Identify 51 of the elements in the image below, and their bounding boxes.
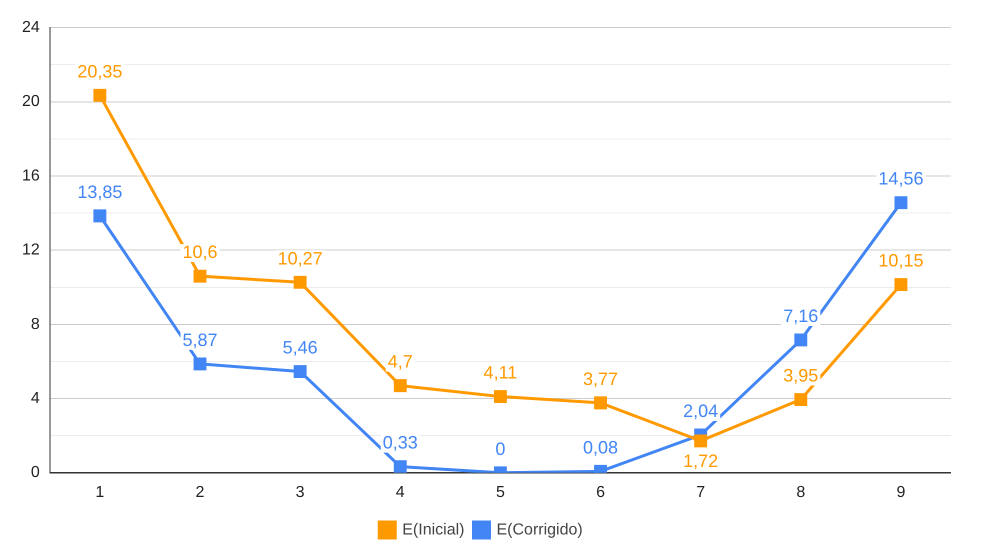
data-label: 14,56 xyxy=(878,168,924,189)
data-label: 10,6 xyxy=(182,242,218,262)
data-label: 5,46 xyxy=(282,337,318,358)
data-label: 13,85 xyxy=(77,182,122,202)
data-label: 0,08 xyxy=(583,437,618,458)
point xyxy=(394,379,407,392)
data-label: 3,77 xyxy=(583,368,618,389)
y-tick-label: 24 xyxy=(22,19,40,36)
y-tick-label: 12 xyxy=(22,242,40,259)
data-label: 1,72 xyxy=(683,450,718,471)
y-tick-label: 20 xyxy=(22,93,40,110)
point xyxy=(93,88,106,102)
data-label: 2,04 xyxy=(683,400,718,421)
point xyxy=(93,209,106,222)
x-tick-label: 4 xyxy=(396,484,405,501)
y-tick-label: 0 xyxy=(30,464,40,482)
x-tick-label: 5 xyxy=(496,484,505,501)
x-tick-label: 7 xyxy=(696,484,706,501)
data-label: 7,16 xyxy=(783,306,818,326)
y-tick-label: 16 xyxy=(22,167,40,184)
y-tick-label: 8 xyxy=(30,316,40,333)
point xyxy=(594,396,607,410)
point xyxy=(194,357,206,370)
data-label: 10,15 xyxy=(878,250,924,270)
point xyxy=(794,334,808,346)
x-tick-label: 8 xyxy=(796,484,806,501)
point xyxy=(694,434,708,448)
data-label: 10,27 xyxy=(278,248,323,268)
x-tick-label: 3 xyxy=(296,484,305,501)
data-label: 4,11 xyxy=(484,362,518,383)
data-label: 3,95 xyxy=(783,365,818,386)
point xyxy=(394,460,407,473)
data-label: 4,7 xyxy=(388,352,413,372)
point xyxy=(294,365,307,378)
point xyxy=(494,390,507,404)
legend-label: E(Inicial) xyxy=(402,521,464,538)
x-tick-label: 9 xyxy=(896,484,906,501)
data-label: 0 xyxy=(495,438,506,459)
point xyxy=(194,270,206,283)
point xyxy=(894,196,908,210)
x-tick-label: 6 xyxy=(596,484,606,501)
data-label: 0,33 xyxy=(382,432,418,453)
point xyxy=(894,278,908,291)
x-tick-label: 2 xyxy=(196,484,205,501)
point xyxy=(794,393,808,406)
legend-label: E(Corrigido) xyxy=(496,521,583,538)
x-tick-label: 1 xyxy=(95,484,104,501)
data-label: 20,35 xyxy=(77,61,122,82)
data-label: 5,87 xyxy=(182,330,218,350)
point xyxy=(294,276,307,289)
y-tick-label: 4 xyxy=(30,390,40,408)
